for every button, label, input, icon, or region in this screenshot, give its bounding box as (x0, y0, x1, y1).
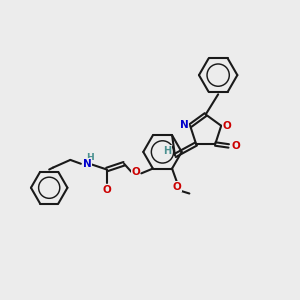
Text: N: N (180, 120, 189, 130)
Text: O: O (223, 121, 231, 131)
Text: O: O (172, 182, 181, 192)
Text: N: N (83, 159, 92, 169)
Text: O: O (131, 167, 140, 177)
Text: H: H (87, 154, 94, 163)
Text: O: O (102, 185, 111, 195)
Text: O: O (231, 141, 240, 151)
Text: H: H (163, 146, 171, 156)
